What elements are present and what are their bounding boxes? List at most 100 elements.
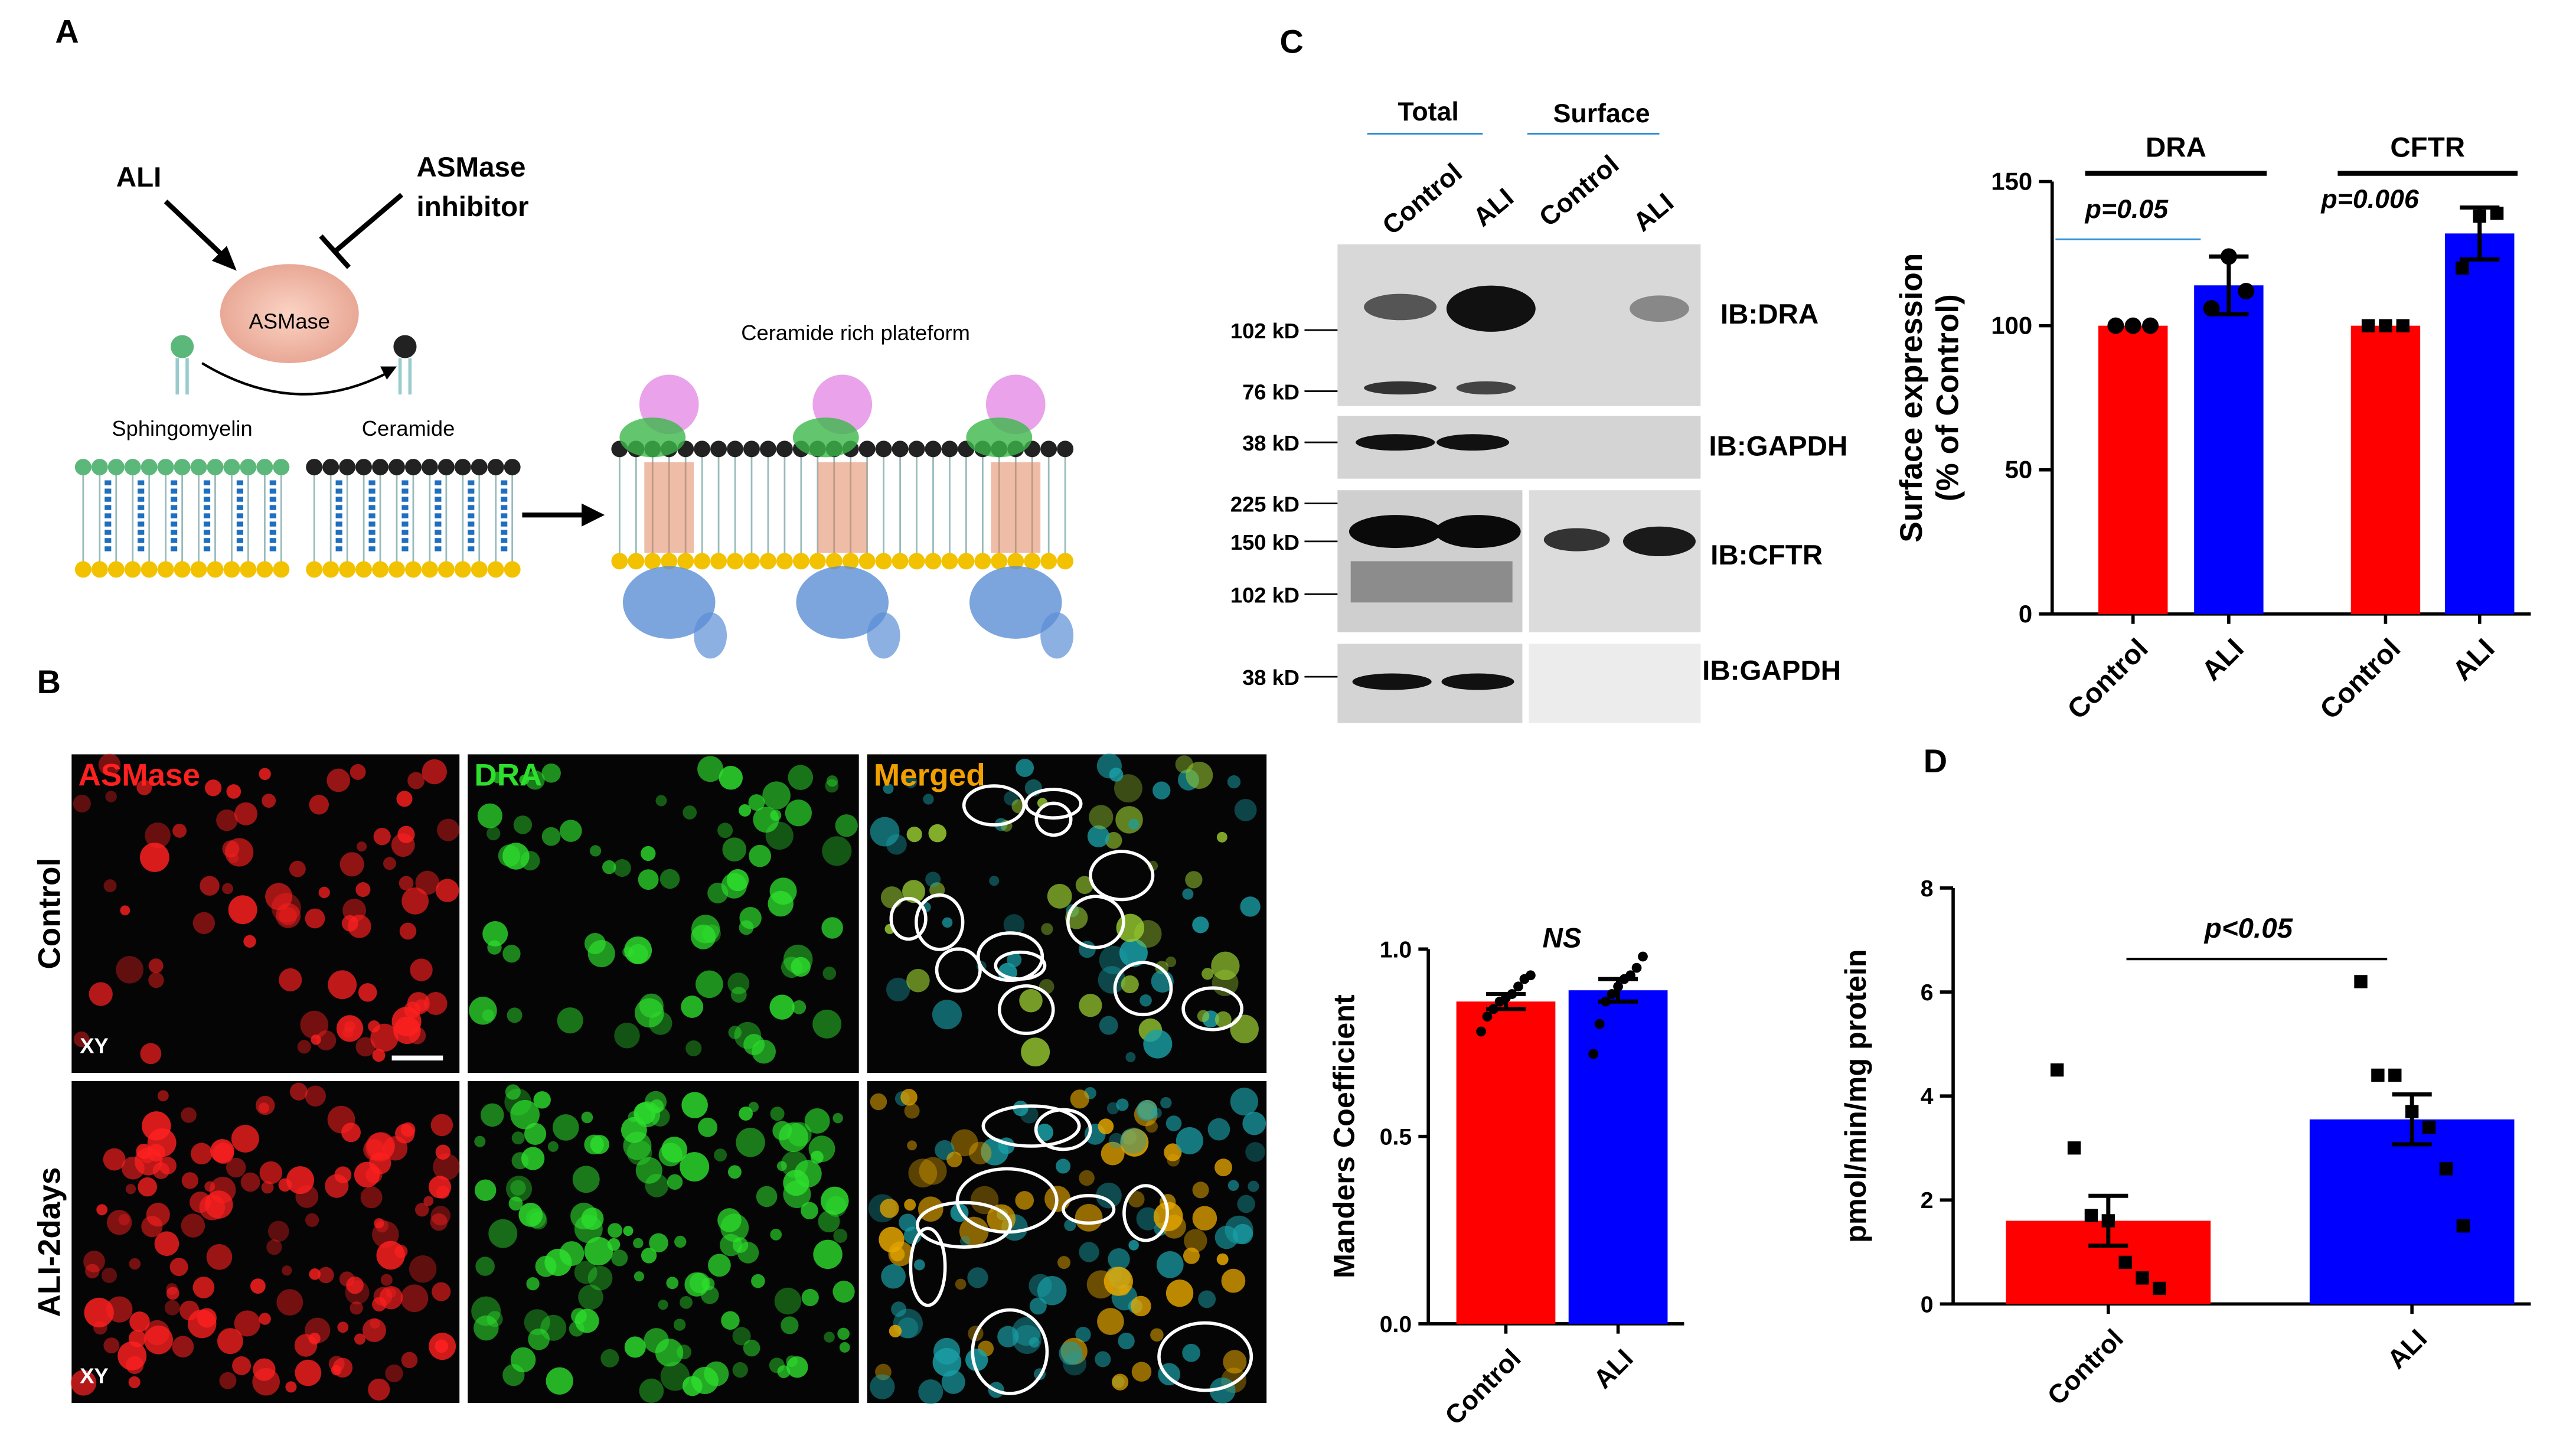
cell — [987, 1204, 1016, 1233]
cell — [812, 1009, 842, 1039]
cell — [634, 1271, 645, 1282]
cell — [1221, 1268, 1246, 1293]
cell — [736, 1128, 765, 1157]
cell — [681, 996, 704, 1018]
cell — [1202, 968, 1214, 980]
group-label: CFTR — [2390, 132, 2465, 164]
cell — [660, 1362, 690, 1391]
data-point — [1607, 989, 1617, 999]
lipid-head — [240, 459, 257, 476]
cell — [399, 876, 414, 891]
cell — [1064, 1219, 1076, 1231]
cell — [191, 1143, 213, 1165]
cell — [362, 1318, 386, 1342]
cell — [1175, 755, 1193, 774]
cell — [946, 1151, 962, 1167]
lipid-head — [388, 459, 405, 476]
bar — [2445, 233, 2515, 614]
lipid-head — [958, 553, 975, 570]
cell — [152, 1162, 170, 1179]
cell — [358, 983, 377, 1002]
cell — [477, 803, 502, 828]
cell — [1079, 994, 1102, 1017]
data-point — [2473, 209, 2486, 223]
inhibit-line — [334, 192, 404, 253]
cell — [300, 1010, 329, 1039]
cell — [373, 1287, 393, 1306]
y-tick-label: 0.0 — [1380, 1312, 1412, 1337]
cell — [1245, 1142, 1265, 1162]
lipid-head — [107, 561, 125, 578]
cell — [743, 1034, 765, 1055]
plane-label: XY — [80, 1364, 108, 1388]
cell — [1041, 923, 1053, 935]
cell — [410, 958, 433, 981]
annotation: p<0.05 — [2203, 913, 2293, 944]
lipid-head — [157, 561, 174, 578]
data-point — [2118, 1255, 2132, 1269]
lipid-head — [256, 561, 273, 578]
data-point — [2050, 1063, 2064, 1077]
cell — [487, 1311, 503, 1327]
lipid-head — [628, 553, 645, 570]
cell — [401, 1352, 418, 1369]
lipid-head — [908, 440, 925, 458]
cell — [1234, 798, 1257, 821]
cell — [1047, 883, 1072, 909]
lane-label: ALI — [1628, 188, 1679, 237]
cell — [1029, 1297, 1047, 1315]
cell — [396, 791, 413, 807]
cell — [294, 1334, 318, 1357]
cell — [121, 1156, 145, 1180]
data-point — [2405, 1105, 2419, 1118]
cell — [730, 987, 747, 1003]
cell — [295, 1359, 322, 1386]
cell — [105, 791, 117, 802]
cell — [776, 1161, 787, 1171]
cell — [1145, 1120, 1158, 1133]
cell — [488, 1219, 518, 1248]
cell — [145, 822, 171, 848]
cell — [1128, 818, 1140, 830]
cell — [783, 944, 813, 974]
cell — [286, 1166, 315, 1195]
y-tick-label: 8 — [1921, 876, 1934, 902]
blot-strip — [1529, 490, 1701, 632]
cell — [259, 768, 271, 781]
data-point — [1588, 1049, 1599, 1059]
cell — [289, 1082, 308, 1101]
cell — [309, 1268, 321, 1280]
cell — [510, 1099, 540, 1130]
cell — [138, 1177, 157, 1197]
data-point — [2422, 1120, 2436, 1134]
cell — [707, 882, 729, 903]
cell — [1192, 916, 1209, 934]
cell — [234, 1310, 260, 1337]
cell — [698, 1117, 718, 1137]
protein — [796, 566, 889, 639]
cell — [661, 1137, 688, 1163]
lipid-head — [355, 561, 373, 578]
probe-label: IB:GAPDH — [1709, 431, 1847, 462]
lipid-head — [842, 553, 859, 570]
cell — [635, 1157, 662, 1184]
cell — [498, 844, 521, 867]
bar — [2350, 325, 2421, 614]
cell — [370, 1023, 399, 1052]
cell — [1192, 1182, 1209, 1199]
cell — [777, 1365, 791, 1378]
cell — [727, 1165, 742, 1179]
cell — [360, 1186, 383, 1209]
cell — [511, 1131, 525, 1145]
cell — [401, 887, 429, 915]
protein — [619, 417, 686, 458]
cell — [84, 1297, 114, 1328]
cell — [959, 1216, 989, 1246]
cell — [492, 771, 504, 784]
roi-outline — [997, 984, 1055, 1036]
cell — [919, 1157, 947, 1185]
cell — [907, 1140, 918, 1151]
cell — [1160, 1096, 1172, 1109]
cell — [297, 1040, 311, 1054]
cell — [103, 1148, 126, 1171]
